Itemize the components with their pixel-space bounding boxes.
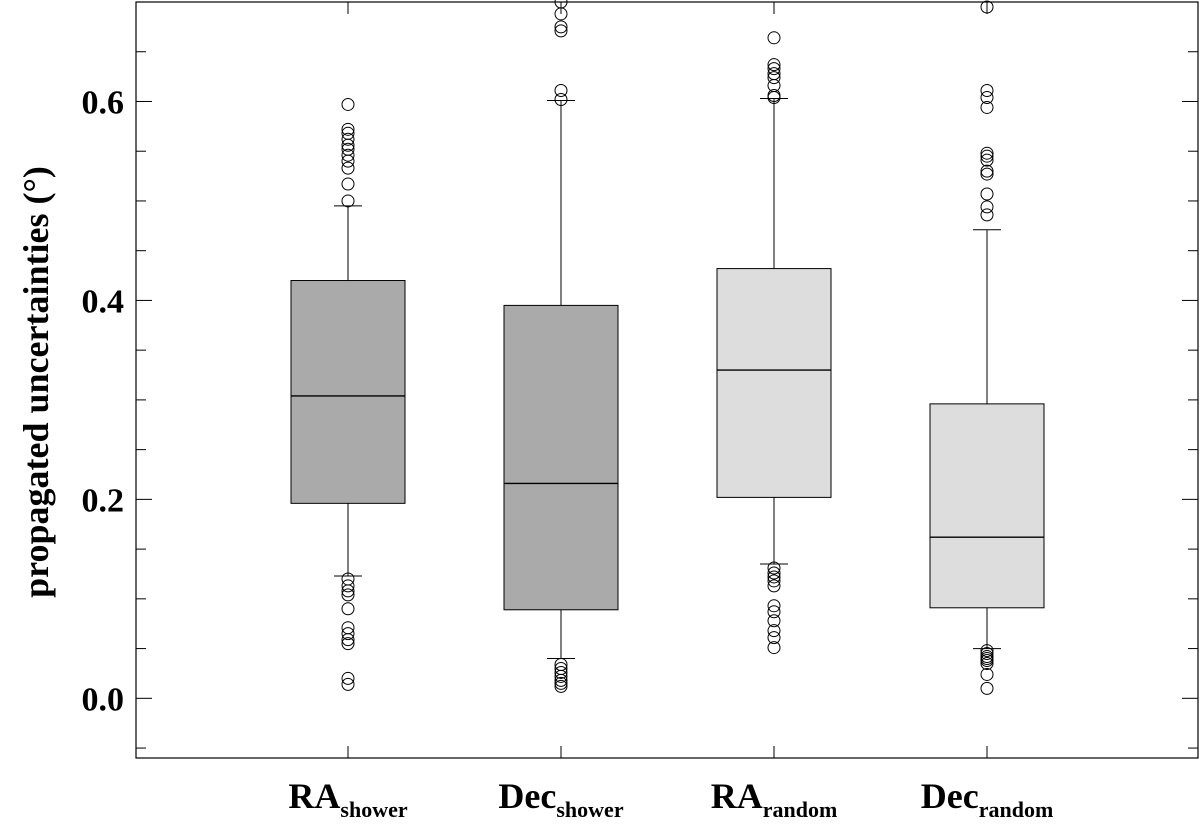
outlier-point: [341, 138, 355, 152]
outlier-point: [980, 146, 994, 160]
outlier-point: [341, 161, 355, 175]
outlier-point: [980, 100, 994, 114]
outlier-point: [341, 588, 355, 602]
x-category-label: RAshower: [288, 776, 407, 822]
outlier-point: [980, 657, 994, 670]
outlier-point: [341, 637, 355, 651]
iqr-box: [716, 268, 832, 498]
outlier-point: [767, 599, 781, 613]
x-category-label: RArandom: [711, 776, 838, 822]
outlier-point: [767, 570, 781, 584]
outlier-point: [767, 566, 781, 580]
outlier-point: [980, 84, 994, 98]
outlier-point: [767, 624, 781, 638]
outlier-point: [767, 574, 781, 588]
outlier-point: [554, 676, 568, 690]
outlier-point: [341, 177, 355, 191]
iqr-box: [929, 403, 1045, 609]
y-tick-label: 0.4: [82, 283, 125, 320]
y-tick-label: 0.6: [82, 84, 125, 121]
axis-labels: 0.0 0.2 0.4 0.6 RAshower Decshower RArandom Dec…: [82, 84, 1054, 822]
plot-frame: [135, 1, 1199, 759]
outlier-point: [767, 58, 781, 72]
outlier-point: [980, 667, 994, 681]
outlier-point: [341, 194, 355, 208]
outlier-point: [980, 164, 994, 178]
outlier-point: [980, 681, 994, 695]
outlier-point: [341, 677, 355, 691]
outlier-point: [767, 605, 781, 619]
box-ra-random: [716, 31, 832, 655]
outlier-point: [554, 84, 568, 98]
outlier-point: [341, 154, 355, 168]
outlier-point: [554, 679, 568, 693]
outlier-point: [767, 31, 781, 45]
outlier-point: [980, 187, 994, 201]
outlier-point: [341, 122, 355, 136]
x-category-label: Decshower: [498, 776, 623, 822]
outlier-point: [980, 654, 994, 668]
outlier-point: [980, 90, 994, 104]
outlier-point: [767, 631, 781, 645]
outlier-point: [554, 7, 568, 21]
outlier-point: [980, 647, 994, 661]
boxes: [290, 0, 1045, 695]
outlier-point: [554, 20, 568, 34]
box-dec-random: [929, 0, 1045, 695]
outlier-point: [980, 167, 994, 181]
outlier-point: [767, 614, 781, 628]
outlier-point: [767, 641, 781, 655]
outlier-point: [341, 584, 355, 598]
outlier-point: [341, 671, 355, 685]
box-ra-shower: [290, 97, 406, 691]
outlier-point: [554, 92, 568, 106]
outlier-point: [341, 148, 355, 162]
y-axis-label: propagated uncertainties (°): [16, 166, 56, 598]
outlier-point: [341, 97, 355, 111]
outlier-point: [767, 62, 781, 76]
axis-ticks: [136, 1, 1198, 758]
outlier-point: [980, 208, 994, 222]
outlier-point: [341, 579, 355, 593]
outlier-point: [554, 673, 568, 687]
outlier-point: [554, 24, 568, 38]
outlier-point: [341, 602, 355, 616]
y-tick-label: 0.2: [82, 482, 125, 519]
box-dec-shower: [503, 0, 619, 693]
outlier-point: [980, 149, 994, 163]
outlier-point: [980, 153, 994, 167]
x-category-label: Decrandom: [921, 776, 1054, 822]
outlier-point: [341, 627, 355, 641]
outlier-point: [767, 90, 781, 104]
outlier-point: [980, 0, 994, 14]
outlier-point: [341, 633, 355, 647]
iqr-box: [503, 304, 619, 611]
iqr-box: [290, 280, 406, 504]
outlier-point: [767, 579, 781, 593]
outlier-point: [554, 669, 568, 683]
outlier-point: [554, 665, 568, 679]
y-tick-label: 0.0: [82, 681, 125, 718]
outlier-point: [341, 132, 355, 146]
outlier-point: [980, 200, 994, 214]
outlier-point: [767, 71, 781, 85]
outlier-point: [980, 644, 994, 658]
outlier-point: [767, 561, 781, 575]
